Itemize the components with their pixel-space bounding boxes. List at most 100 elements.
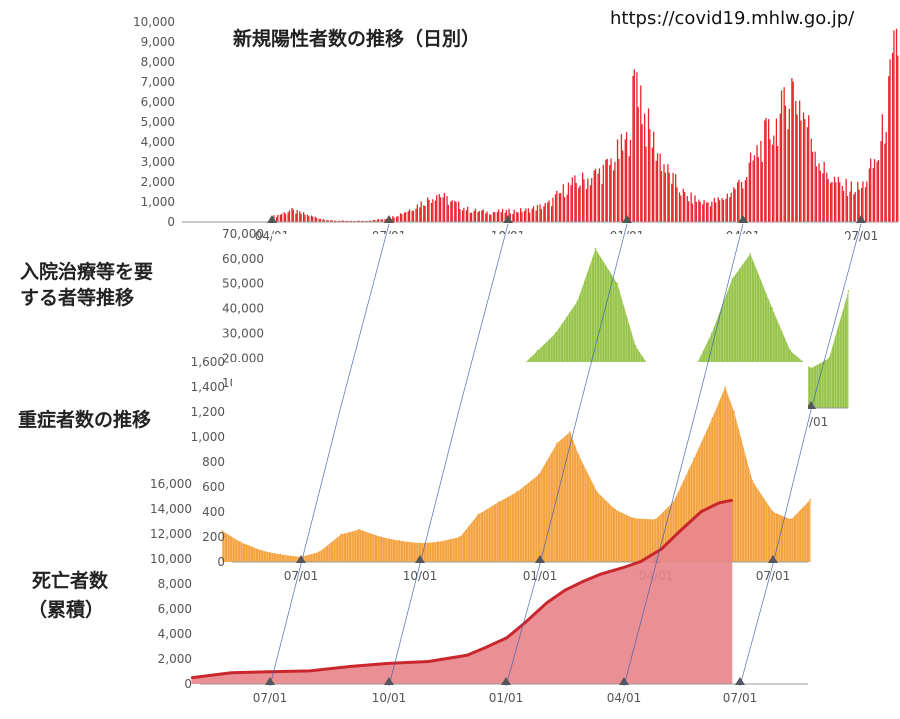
new-cases-bars bbox=[272, 28, 899, 223]
new-cases-bar bbox=[614, 161, 616, 222]
new-cases-bar bbox=[833, 176, 836, 222]
new-cases-y-tick-label: 7,000 bbox=[141, 75, 175, 89]
new-cases-bar bbox=[672, 172, 674, 222]
severe-x-tick-label: 07/01 bbox=[284, 569, 319, 583]
new-cases-bar bbox=[682, 188, 685, 222]
new-cases-bar bbox=[337, 220, 340, 222]
new-cases-bar bbox=[570, 185, 572, 222]
date-connector-line bbox=[739, 223, 862, 687]
new-cases-bar bbox=[703, 200, 705, 222]
new-cases-bar bbox=[520, 208, 522, 222]
new-cases-bar bbox=[405, 212, 407, 222]
title-new-cases: 新規陽性者数の推移（日別） bbox=[233, 28, 481, 50]
deaths-point bbox=[660, 548, 663, 550]
new-cases-bar bbox=[535, 210, 537, 222]
new-cases-bar bbox=[827, 179, 829, 222]
severe-y-tick-label: 1,400 bbox=[191, 380, 225, 394]
title-deaths-line2: （累積） bbox=[28, 599, 105, 621]
new-cases-y-tick-label: 5,000 bbox=[141, 115, 175, 129]
new-cases-bar bbox=[374, 219, 376, 222]
new-cases-bar bbox=[384, 219, 386, 222]
new-cases-bar bbox=[876, 161, 878, 222]
new-cases-bar bbox=[870, 158, 872, 222]
new-cases-bar bbox=[458, 201, 460, 222]
new-cases-bar bbox=[633, 69, 635, 222]
new-cases-bar bbox=[481, 210, 483, 222]
new-cases-bar bbox=[773, 135, 775, 222]
new-cases-bar bbox=[461, 210, 464, 222]
new-cases-bar bbox=[771, 144, 774, 222]
deaths-point bbox=[427, 660, 430, 663]
deaths-point bbox=[466, 654, 468, 657]
new-cases-tick-marker bbox=[503, 215, 513, 223]
new-cases-bar bbox=[872, 168, 874, 222]
new-cases-bar bbox=[761, 161, 763, 222]
severe-y-tick-label: 600 bbox=[202, 480, 225, 494]
source-url: https://covid19.mhlw.go.jp/ bbox=[610, 8, 855, 29]
new-cases-bar bbox=[713, 197, 716, 222]
new-cases-bar bbox=[678, 192, 681, 222]
new-cases-bar bbox=[830, 183, 832, 222]
deaths-point bbox=[718, 501, 721, 504]
new-cases-bar bbox=[742, 188, 744, 222]
hospitalized-point bbox=[554, 332, 557, 335]
new-cases-bar bbox=[606, 158, 608, 222]
new-cases-bar bbox=[653, 131, 655, 222]
new-cases-bar bbox=[531, 208, 533, 222]
new-cases-bar bbox=[699, 201, 701, 222]
hospitalized-point bbox=[749, 253, 752, 255]
new-cases-bar bbox=[521, 211, 523, 222]
new-cases-bar bbox=[308, 216, 310, 222]
title-deaths-line1: 死亡者数 bbox=[32, 570, 109, 592]
new-cases-bar bbox=[734, 189, 736, 222]
new-cases-x-tick-label: 07/01 bbox=[844, 229, 879, 243]
new-cases-bar bbox=[792, 81, 794, 222]
new-cases-bar bbox=[558, 193, 561, 222]
new-cases-bar bbox=[664, 172, 666, 222]
new-cases-bar bbox=[566, 194, 568, 222]
new-cases-bar bbox=[380, 219, 382, 222]
severe-point bbox=[459, 536, 461, 538]
severe-point bbox=[569, 431, 571, 433]
new-cases-bar bbox=[837, 176, 840, 222]
new-cases-bar bbox=[478, 211, 480, 222]
hospitalized-point bbox=[594, 248, 597, 250]
date-connector-line bbox=[269, 223, 390, 687]
new-cases-bar bbox=[470, 212, 473, 222]
new-cases-bar bbox=[567, 182, 570, 222]
severe-point bbox=[711, 417, 714, 420]
new-cases-bar bbox=[753, 155, 756, 222]
new-cases-bar bbox=[490, 214, 492, 222]
deaths-tick-marker bbox=[619, 677, 629, 685]
new-cases-bar bbox=[715, 202, 717, 222]
new-cases-tick-marker bbox=[384, 215, 394, 223]
new-cases-bar bbox=[345, 220, 347, 222]
new-cases-bar bbox=[512, 213, 514, 222]
new-cases-bar bbox=[574, 175, 576, 222]
deaths-x-tick-label: 07/01 bbox=[723, 691, 758, 705]
new-cases-bar bbox=[335, 220, 337, 222]
date-connector-line bbox=[388, 223, 509, 687]
severe-x-tick-label: 01/01 bbox=[523, 569, 558, 583]
severe-point bbox=[279, 553, 282, 556]
severe-y-tick-label: 400 bbox=[202, 505, 225, 519]
new-cases-bar bbox=[341, 220, 344, 222]
new-cases-bar bbox=[281, 213, 283, 222]
new-cases-bar bbox=[854, 191, 856, 222]
new-cases-bar bbox=[602, 164, 604, 222]
new-cases-bar bbox=[846, 196, 849, 222]
deaths-y-tick-label: 6,000 bbox=[158, 602, 192, 616]
deaths-y-tick-label: 16,000 bbox=[150, 477, 192, 491]
new-cases-bar bbox=[403, 212, 406, 222]
new-cases-bar bbox=[330, 220, 332, 222]
hospitalized-point bbox=[828, 357, 830, 360]
date-connector-line bbox=[623, 223, 744, 687]
new-cases-bar bbox=[408, 209, 411, 222]
new-cases-bar bbox=[399, 213, 402, 222]
new-cases-bar bbox=[304, 214, 306, 222]
new-cases-bar bbox=[885, 132, 887, 222]
severe-point bbox=[790, 518, 792, 521]
severe-y-tick-label: 800 bbox=[202, 455, 225, 469]
new-cases-bar bbox=[315, 217, 318, 222]
